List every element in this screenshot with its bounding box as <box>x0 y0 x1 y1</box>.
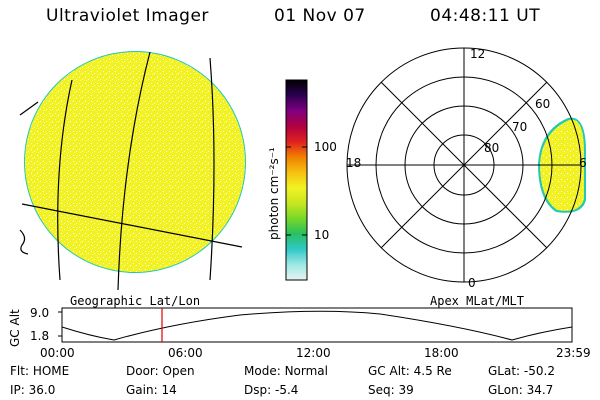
time-tick: 18:00 <box>424 346 459 360</box>
info-door: Door: Open <box>126 364 195 378</box>
geo-panel-label: Geographic Lat/Lon <box>70 294 201 308</box>
mlt-label-12: 12 <box>470 47 486 61</box>
geo-grid-line <box>57 79 73 281</box>
mlat-label-70: 70 <box>512 120 528 134</box>
geo-grid-line <box>21 203 243 248</box>
altitude-curve <box>61 310 573 341</box>
info-gc-alt: GC Alt: 4.5 Re <box>368 364 452 378</box>
info-gain: Gain: 14 <box>126 383 177 397</box>
mlt-label-0: 0 <box>468 276 476 290</box>
colorbar-tick-10: 10 <box>314 228 330 242</box>
info-glon: GLon: 34.7 <box>488 383 554 397</box>
info-mode: Mode: Normal <box>244 364 328 378</box>
altitude-plot <box>58 307 573 343</box>
geographic-image-panel <box>19 51 246 290</box>
colorbar-unit-label: photon cm⁻²s⁻¹ <box>267 147 281 240</box>
time-label: 04:48:11 UT <box>430 6 541 26</box>
time-tick: 00:00 <box>40 346 75 360</box>
info-ip: IP: 36.0 <box>10 383 56 397</box>
info-dsp: Dsp: -5.4 <box>244 383 299 397</box>
time-tick: 06:00 <box>168 346 203 360</box>
date-label: 01 Nov 07 <box>274 6 366 26</box>
colorbar-tick-100: 100 <box>314 140 337 154</box>
geo-grid-line <box>19 101 39 116</box>
colorbar <box>285 79 308 281</box>
altitude-ylabel: GC Alt <box>8 309 22 347</box>
time-tick: 12:00 <box>296 346 331 360</box>
info-glat: GLat: -50.2 <box>488 364 555 378</box>
geo-grid-line <box>209 57 215 281</box>
altitude-plot-frame <box>61 307 573 343</box>
mlat-label-60: 60 <box>535 97 551 111</box>
uv-image-disk <box>25 52 245 272</box>
app-title: Ultraviolet Imager <box>46 6 209 26</box>
coastline-outline <box>19 229 29 255</box>
info-flight: Flt: HOME <box>10 364 70 378</box>
mlt-label-6: 6 <box>579 156 587 170</box>
mlt-diagonal <box>380 81 548 249</box>
geo-grid-line <box>117 51 151 290</box>
apex-panel-label: Apex MLat/MLT <box>430 294 524 308</box>
altitude-ytick-top: 9.0 <box>30 306 50 320</box>
info-seq: Seq: 39 <box>368 383 414 397</box>
mlat-label-80: 80 <box>484 141 500 155</box>
apex-polar-panel <box>346 47 586 283</box>
colorbar-gradient <box>285 79 308 281</box>
time-tick: 23:59 <box>556 346 591 360</box>
mlt-label-18: 18 <box>346 156 362 170</box>
altitude-ytick-bottom: 1.8 <box>30 329 50 343</box>
